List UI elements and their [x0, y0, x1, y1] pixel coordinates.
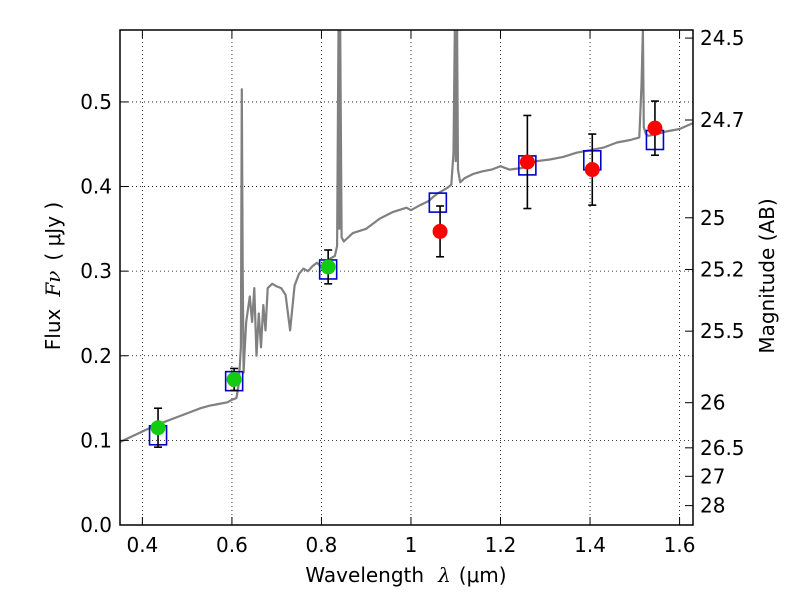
gridlines: [120, 30, 693, 526]
y-tick-label: 0.3: [80, 259, 112, 283]
observed-nir-point: [432, 223, 448, 239]
mag-tick-label: 24.7: [700, 108, 745, 132]
mag-tick-label: 27: [700, 464, 725, 488]
observed-optical-point: [320, 259, 336, 275]
x-tick-label: 1.4: [574, 533, 606, 557]
y-tick-label: 0.2: [80, 344, 112, 368]
x-tick-label: 0.6: [216, 533, 248, 557]
model-flux-square: [428, 192, 448, 213]
x-tick-label: 1.6: [664, 533, 696, 557]
mag-tick-label: 25.5: [700, 319, 745, 343]
y-axis-title-symbol: Fν: [41, 271, 65, 298]
y-tick-label: 0.4: [80, 175, 112, 199]
x-tick-label: 1.2: [485, 533, 517, 557]
x-tick-label: 0.8: [306, 533, 338, 557]
x-tick-label: 1: [405, 533, 418, 557]
mag-tick-label: 28: [700, 494, 725, 518]
y-axis-title: Flux Fν ( μJy ): [41, 202, 65, 350]
plot-area: [120, 30, 693, 448]
observed-optical-point: [226, 371, 242, 387]
y-axis-title-unit: ( μJy ): [41, 202, 65, 261]
y-tick-label: 0.0: [80, 513, 112, 537]
y-tick-label: 0.5: [80, 90, 112, 114]
x-axis-title-unit: (μm): [459, 563, 507, 587]
plot-frame: [119, 29, 694, 526]
mag-tick-label: 26.5: [700, 436, 745, 460]
axis-ticks: 0.4 0.6 0.8 1 1.2 1.4 1.6 0.0 0.1 0.2 0.3 0.4 0.5 24.…: [80, 26, 744, 557]
x-axis-title-symbol: λ: [437, 563, 451, 587]
y-axis-title-prefix: Flux: [41, 308, 65, 350]
mag-tick-label: 25.2: [700, 257, 745, 281]
y2-axis-title: Magnitude (AB): [755, 198, 779, 353]
observed-nir-point: [584, 162, 600, 178]
mag-tick-label: 26: [700, 391, 725, 415]
x-tick-label: 0.4: [126, 533, 158, 557]
mag-tick-label: 25: [700, 206, 725, 230]
y-tick-label: 0.1: [80, 428, 112, 452]
mag-tick-label: 24.5: [700, 26, 745, 50]
template-spectrum-line: [120, 30, 693, 444]
observed-nir-point: [647, 120, 663, 136]
x-axis-title-prefix: Wavelength: [305, 563, 424, 587]
observed-nir-point: [519, 154, 535, 170]
x-axis-title: Wavelength λ (μm): [305, 563, 506, 587]
observed-optical-point: [150, 420, 166, 436]
